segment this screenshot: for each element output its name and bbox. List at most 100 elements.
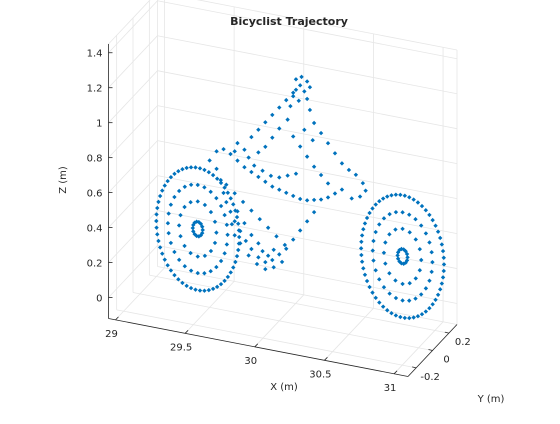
grid-line-z-side: [108, 210, 158, 263]
data-point: [357, 194, 363, 199]
data-point: [407, 195, 412, 200]
data-point: [155, 232, 160, 237]
data-point: [359, 252, 364, 258]
data-point: [214, 284, 220, 290]
data-point: [184, 165, 189, 171]
grid-line-z-back: [157, 35, 458, 95]
data-point: [370, 206, 375, 211]
data-point: [398, 192, 403, 198]
data-point: [370, 290, 375, 295]
data-point: [413, 216, 418, 222]
data-point: [393, 209, 399, 215]
data-point: [429, 269, 434, 275]
data-point: [166, 211, 171, 216]
data-point: [236, 221, 241, 226]
data-point: [387, 271, 392, 276]
y-tick-label: -0.2: [420, 372, 440, 383]
data-point: [435, 229, 441, 234]
data-point: [299, 74, 304, 80]
data-point: [228, 209, 233, 214]
data-point: [279, 259, 285, 265]
data-point: [221, 190, 226, 196]
data-point: [172, 194, 177, 200]
data-point: [235, 140, 240, 146]
data-point: [371, 238, 376, 244]
data-point: [254, 261, 260, 267]
x-tick-mark: [254, 343, 259, 348]
data-point: [249, 208, 254, 213]
data-point: [210, 286, 216, 292]
data-point: [296, 98, 301, 104]
data-point: [218, 258, 224, 264]
data-point: [307, 107, 313, 113]
data-point: [389, 193, 394, 198]
data-point: [249, 169, 254, 175]
data-point: [212, 219, 218, 225]
data-point: [359, 239, 364, 244]
x-axis-label: X (m): [270, 382, 298, 393]
data-point: [172, 272, 177, 278]
data-point: [383, 261, 388, 266]
data-point: [249, 134, 254, 140]
data-point: [311, 209, 317, 215]
data-point: [243, 238, 249, 244]
data-point: [290, 94, 296, 99]
data-point: [440, 248, 446, 254]
x-tick-label: 30: [244, 356, 257, 367]
data-point: [222, 212, 227, 218]
data-point: [188, 165, 194, 170]
data-point: [168, 174, 174, 180]
data-point: [256, 127, 261, 132]
data-point: [311, 120, 317, 126]
x-axis-line: [108, 318, 409, 377]
data-point: [202, 202, 208, 208]
data-point: [165, 263, 170, 268]
data-point: [225, 190, 231, 195]
data-point: [413, 276, 418, 281]
data-point: [415, 313, 421, 319]
data-point: [214, 149, 219, 154]
data-point: [160, 251, 165, 256]
data-point: [297, 228, 303, 233]
data-point: [212, 240, 218, 246]
data-point: [290, 90, 296, 95]
data-point: [228, 270, 233, 275]
data-point: [242, 147, 247, 152]
data-point: [231, 265, 236, 270]
data-point: [180, 280, 185, 286]
data-point: [304, 219, 310, 224]
data-point: [202, 167, 207, 173]
z-tick-label: 0.6: [87, 189, 103, 200]
data-point: [210, 172, 216, 178]
data-point: [297, 196, 303, 202]
data-point: [400, 210, 405, 215]
data-point: [214, 264, 219, 270]
data-point: [402, 193, 408, 198]
data-point: [373, 202, 378, 207]
data-point: [415, 200, 421, 205]
data-point: [263, 120, 268, 125]
data-point: [168, 268, 174, 273]
data-point: [240, 199, 246, 205]
grid-line-z-side: [108, 175, 158, 228]
data-point: [407, 315, 412, 321]
data-point: [332, 191, 338, 196]
data-point: [441, 255, 446, 260]
data-point: [349, 196, 354, 201]
data-point: [427, 306, 432, 311]
data-point: [441, 268, 446, 274]
data-point: [222, 251, 227, 256]
grid-line-z-side: [108, 245, 158, 298]
x-tick-mark: [115, 316, 119, 321]
data-point: [427, 212, 432, 218]
data-point: [200, 230, 205, 236]
x-tick-label: 31: [384, 383, 397, 394]
data-point: [360, 180, 366, 186]
data-point: [251, 163, 257, 168]
data-point: [395, 250, 401, 255]
data-point: [419, 312, 425, 317]
data-point: [417, 246, 423, 252]
data-point: [358, 246, 364, 251]
data-point: [411, 197, 416, 202]
data-point: [440, 275, 446, 280]
